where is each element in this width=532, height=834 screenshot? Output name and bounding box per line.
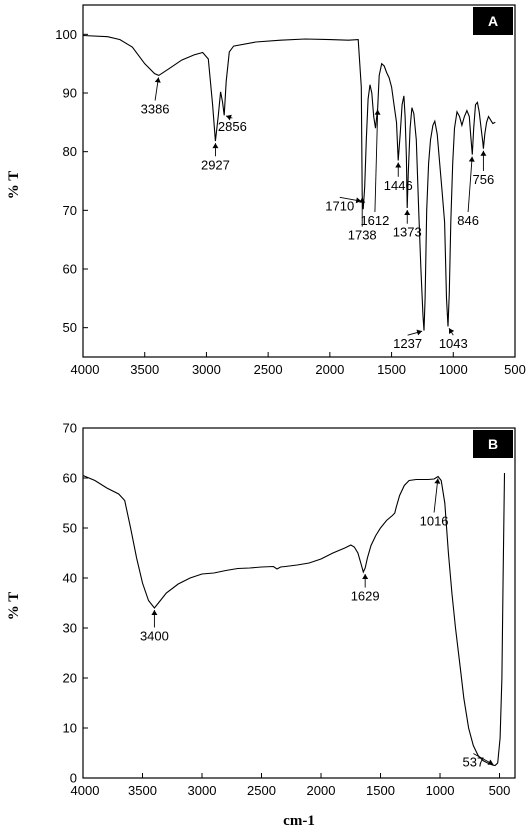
panel-a-peak-arrowhead [468,156,475,162]
panel-a-peak-arrowhead [226,114,232,121]
panel-a-x-tick-label: 500 [504,362,526,377]
panel-a-peak-arrowhead [395,162,402,168]
panel-a-y-tick-label: 80 [63,144,77,159]
panel-b-y-tick-label: 50 [63,521,77,536]
panel-b-peak-arrowhead [434,478,441,484]
panel-b-peak-arrowhead [151,610,158,615]
panel-b-peak-label: 537 [462,755,484,770]
panel-a-peak-label: 2856 [218,119,247,134]
panel-a-spectrum-line [82,34,496,331]
panel-a-peak-label: 1738 [348,228,377,243]
panel-a-peak-label: 756 [473,172,495,187]
panel-a: 4000 3500 3000 2500 2000 1500 1000 500 50 60 70 80 9… [6,4,526,377]
panel-a-y-tick-label: 100 [55,27,77,42]
panel-b-spectrum-line [82,472,506,767]
panel-a-peak-label: 1446 [384,178,413,193]
panel-a-x-tick-label: 3000 [192,362,221,377]
panel-b-x-tick-label: 3500 [128,783,157,798]
panel-a-peak-arrowhead [212,143,219,149]
panel-a-peak-label: 1237 [393,336,422,351]
panel-b-x-tick-label: 3000 [188,783,217,798]
panel-a-peak-label: 2927 [201,157,230,172]
panel-a-peak-arrow [467,156,473,213]
panel-a-peak-arrowhead [359,197,366,203]
panel-b-peak-arrowhead [487,759,494,765]
panel-a-peak-arrow [374,109,379,213]
panel-b-plot-frame [82,427,516,779]
panel-b-annotations: 3400 1629 1016 537 [140,478,494,770]
panel-a-badge [473,7,513,35]
panel-a-x-tick-label: 4000 [71,362,100,377]
panel-b-y-tick-label: 10 [63,721,77,736]
panel-b-y-tick-label: 70 [63,421,77,436]
panel-a-peak-arrowhead [355,197,362,204]
panel-a-peak-label: 1612 [360,213,389,228]
panel-b-y-tick-label: 60 [63,471,77,486]
panel-b-peak-arrow [433,478,439,513]
panel-a-peak-arrowhead [374,109,381,115]
panel-a-y-tick-label: 50 [63,320,77,335]
panel-a-peak-label: 1710 [325,198,354,213]
panel-b-x-tick-label: 1000 [426,783,455,798]
panel-b-ylabel: % T [6,592,22,620]
panel-b-x-tick-label: 4000 [71,783,100,798]
panel-b-badge-label: B [488,436,498,452]
panel-b-y-tick-label: 40 [63,571,77,586]
panel-a-peak-label: 1373 [393,225,422,240]
panel-b-ticks: 4000 3500 3000 2500 2000 1500 1000 500 0 10 20 30 40… [63,421,511,799]
panel-a-peak-arrowhead [480,150,487,156]
panel-b-peak-label: 3400 [140,629,169,644]
panel-a-peak-label: 846 [457,213,479,228]
panel-a-y-tick-label: 70 [63,203,77,218]
panel-b-peak-label: 1016 [420,514,449,529]
panel-a-x-tick-label: 2500 [254,362,283,377]
panel-a-x-tick-label: 3500 [130,362,159,377]
panel-b-x-tick-label: 1500 [366,783,395,798]
panel-b: 4000 3500 3000 2500 2000 1500 1000 500 0 10 20 30 40… [6,421,516,829]
panel-a-peak-arrowhead [416,329,423,336]
panel-a-badge-label: A [488,13,498,29]
panel-b-y-tick-label: 0 [70,771,77,786]
panel-a-x-tick-label: 1000 [439,362,468,377]
panel-b-peak-label: 1629 [351,589,380,604]
panel-a-peak-arrowhead [154,77,161,83]
panel-b-xlabel: cm-1 [283,813,315,829]
panel-b-badge [473,430,513,458]
panel-a-ylabel: % T [6,171,22,199]
panel-a-y-tick-label: 90 [63,86,77,101]
panel-b-peak-arrowhead [362,574,369,579]
panel-a-x-tick-label: 1500 [377,362,406,377]
panel-b-x-tick-label: 2000 [307,783,336,798]
panel-b-x-tick-label: 2500 [247,783,276,798]
panel-a-peak-arrowhead [404,209,411,215]
panel-a-x-tick-label: 2000 [315,362,344,377]
panel-a-ticks: 4000 3500 3000 2500 2000 1500 1000 500 50 60 70 80 9… [55,27,526,377]
panel-b-x-tick-label: 500 [489,783,511,798]
panel-a-plot-frame [82,4,516,358]
panel-b-y-tick-label: 30 [63,621,77,636]
panel-a-peak-label: 1043 [439,336,468,351]
panel-b-y-tick-label: 20 [63,671,77,686]
panel-a-peak-arrowhead [449,328,455,335]
panel-a-y-tick-label: 60 [63,262,77,277]
panel-a-peak-label: 3386 [141,102,170,117]
